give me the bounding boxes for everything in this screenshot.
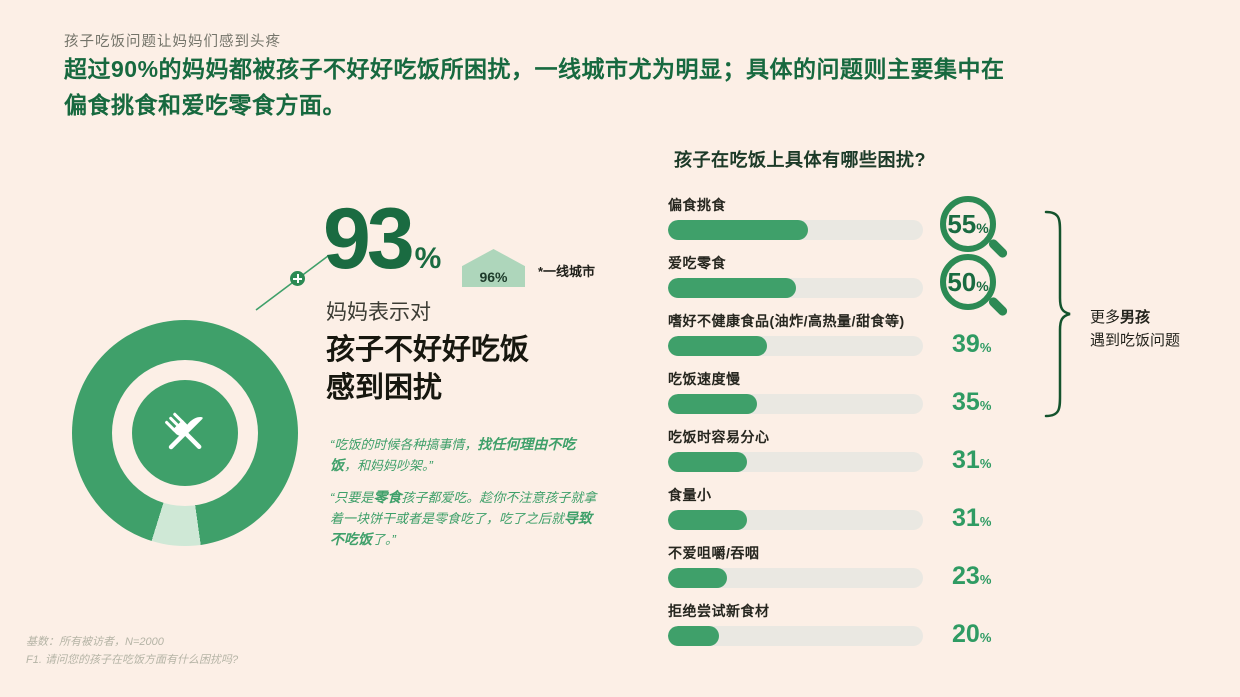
quotes: “吃饭的时候各种搞事情，找任何理由不吃饭，和妈妈吵架。” “只要是零食孩子都爱吃… — [330, 434, 602, 561]
bar-row: 拒绝尝试新食材 20% — [668, 602, 991, 660]
bar-fill — [668, 568, 727, 589]
bar-row: 吃饭速度慢 35% — [668, 370, 991, 428]
bar-fill — [668, 336, 768, 357]
bar-track — [668, 394, 923, 415]
badge-value: 96% — [479, 269, 508, 285]
bar-value: 39% — [952, 330, 992, 358]
bar-row: 不爱咀嚼/吞咽 23% — [668, 544, 991, 602]
tier1-city-arrow-badge: 96% — [462, 249, 525, 287]
headline-line-1: 超过90%的妈妈都被孩子不好好吃饭所困扰，一线城市尤为明显；具体的问题则主要集中… — [64, 56, 1005, 82]
headline: 超过90%的妈妈都被孩子不好好吃饭所困扰，一线城市尤为明显；具体的问题则主要集中… — [64, 52, 1194, 123]
bar-value: 23% — [952, 562, 992, 590]
bar-label: 爱吃零食 — [668, 255, 726, 271]
bar-label: 吃饭速度慢 — [668, 371, 741, 387]
donut-center — [132, 380, 238, 486]
bar-track — [668, 278, 923, 299]
statement-intro: 妈妈表示对 — [326, 301, 431, 324]
statement-line-1: 孩子不好好吃饭 — [326, 334, 530, 366]
bar-track — [668, 568, 923, 589]
bar-track — [668, 220, 923, 241]
magnifier-lens: 55% — [940, 196, 996, 252]
bar-track — [668, 626, 923, 647]
brace-note: 更多男孩 遇到吃饭问题 — [1090, 306, 1180, 353]
statement: 妈妈表示对 孩子不好好吃饭 感到困扰 — [326, 296, 529, 407]
big-stat: 93% — [323, 196, 441, 282]
footnote-1: 基数：所有被访者，N=2000 — [26, 636, 164, 648]
bar-value: 20% — [952, 620, 992, 648]
bar-track — [668, 510, 923, 531]
bar-value: 31% — [952, 446, 992, 474]
bar-fill — [668, 278, 796, 299]
bar-label: 食量小 — [668, 487, 712, 503]
curly-brace — [1044, 210, 1071, 418]
bar-track — [668, 336, 923, 357]
bar-row: 爱吃零食 50% — [668, 254, 1009, 318]
bar-fill — [668, 452, 748, 473]
big-stat-value: 93 — [323, 191, 415, 287]
bar-fill — [668, 394, 758, 415]
bar-label: 不爱咀嚼/吞咽 — [668, 545, 760, 561]
bar-value: 31% — [952, 504, 992, 532]
magnifier-icon: 50% — [940, 254, 1009, 318]
bar-fill — [668, 220, 809, 241]
headline-line-2: 偏食挑食和爱吃零食方面。 — [64, 91, 346, 118]
bar-row: 吃饭时容易分心 31% — [668, 428, 991, 486]
bar-chart-title: 孩子在吃饭上具体有哪些困扰? — [674, 150, 926, 170]
bar-row: 食量小 31% — [668, 486, 991, 544]
bar-value: 55% — [947, 209, 989, 239]
magnifier-lens: 50% — [940, 254, 996, 310]
bar-track — [668, 452, 923, 473]
footnote-2: F1. 请问您的孩子在吃饭方面有什么困扰吗? — [26, 653, 239, 666]
bar-label: 拒绝尝试新食材 — [668, 603, 770, 619]
fork-knife-icon — [165, 412, 203, 450]
bar-fill — [668, 626, 719, 647]
statement-line-2: 感到困扰 — [326, 371, 443, 404]
badge-note: *一线城市 — [538, 264, 596, 279]
bar-value: 35% — [952, 388, 992, 416]
brace-note-line1: 更多男孩 — [1090, 309, 1151, 326]
bar-row: 偏食挑食 55% — [668, 196, 1009, 260]
quote-2: “只要是零食孩子都爱吃。趁你不注意孩子就拿着一块饼干或者是零食吃了，吃了之后就导… — [330, 489, 597, 547]
magnifier-icon: 55% — [940, 196, 1009, 260]
bar-row: 嗜好不健康食品(油炸/高热量/甜食等) 39% — [668, 312, 991, 370]
bar-value: 50% — [947, 267, 989, 297]
donut-chart — [72, 320, 298, 546]
kicker: 孩子吃饭问题让妈妈们感到头疼 — [64, 34, 281, 50]
crosshair-icon — [290, 271, 305, 286]
bar-label: 偏食挑食 — [668, 197, 726, 213]
bar-fill — [668, 510, 748, 531]
magnifier-handle — [987, 295, 1009, 318]
quote-1: “吃饭的时候各种搞事情，找任何理由不吃饭，和妈妈吵架。” — [330, 436, 576, 473]
footnotes: 基数：所有被访者，N=2000 F1. 请问您的孩子在吃饭方面有什么困扰吗? — [26, 634, 238, 669]
brace-note-line2: 遇到吃饭问题 — [1090, 332, 1181, 350]
bar-label: 嗜好不健康食品(油炸/高热量/甜食等) — [668, 313, 905, 329]
bar-label: 吃饭时容易分心 — [668, 429, 770, 445]
bar-chart-rows: 偏食挑食 55% 爱吃零食 50% 嗜好不健康食品(油炸/高热量/甜食等) 39% 吃饭速度… — [668, 196, 1009, 660]
big-stat-unit: % — [414, 242, 442, 275]
